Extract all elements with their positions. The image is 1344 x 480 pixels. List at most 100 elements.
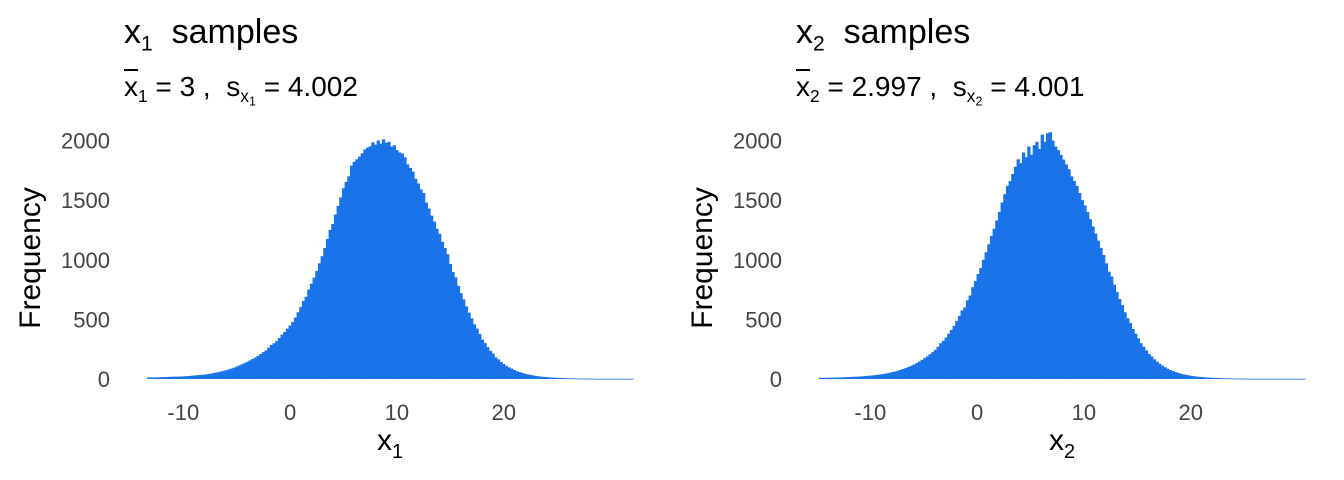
x-tick-label: -10 bbox=[854, 400, 886, 425]
histogram-bar bbox=[832, 377, 836, 379]
histogram-bar bbox=[531, 375, 535, 379]
histogram-bar bbox=[1035, 141, 1039, 379]
histogram-bar bbox=[915, 363, 919, 379]
histogram-bar bbox=[1083, 205, 1087, 379]
histogram-bar bbox=[293, 317, 298, 379]
histogram-bar bbox=[992, 228, 996, 379]
histogram-bar bbox=[614, 378, 618, 380]
histogram-bar bbox=[1256, 378, 1261, 380]
histogram-bar bbox=[1118, 299, 1122, 379]
histogram-bar bbox=[1222, 378, 1226, 380]
histogram-bar bbox=[1243, 378, 1247, 380]
histogram-bar bbox=[520, 373, 525, 379]
histogram-bar bbox=[1000, 202, 1004, 379]
histogram-bar bbox=[891, 372, 895, 379]
y-tick-label: 1000 bbox=[733, 248, 782, 273]
histogram-bar bbox=[323, 248, 327, 379]
histogram-bar bbox=[568, 378, 573, 380]
histogram-bar bbox=[229, 368, 234, 379]
x-tick-label: 10 bbox=[1072, 400, 1096, 425]
histogram-bar bbox=[1232, 378, 1237, 380]
sd-subscript: x bbox=[240, 86, 249, 107]
histogram-bar bbox=[1123, 312, 1127, 379]
histogram-bar bbox=[1182, 374, 1186, 379]
histogram-bar bbox=[1230, 378, 1234, 380]
histogram-bar bbox=[1048, 132, 1052, 379]
histogram-bar bbox=[510, 368, 514, 379]
x-tick-label: 0 bbox=[971, 400, 983, 425]
histogram-bar bbox=[1288, 378, 1293, 380]
histogram-bar bbox=[576, 378, 581, 380]
histogram-bar bbox=[152, 377, 156, 379]
histogram-bar bbox=[181, 376, 185, 379]
histogram-bar bbox=[941, 340, 946, 379]
histogram-bar bbox=[454, 277, 458, 379]
histogram-bar bbox=[1195, 376, 1199, 379]
histogram-bar bbox=[595, 378, 599, 380]
histogram-bar bbox=[400, 153, 404, 379]
histogram-bar bbox=[592, 378, 597, 380]
histogram-bar bbox=[630, 378, 634, 380]
histogram-bar bbox=[325, 239, 330, 379]
histogram-bar bbox=[307, 289, 311, 379]
histogram-bar bbox=[1270, 378, 1274, 380]
histogram-bar bbox=[339, 197, 343, 379]
histogram-bar bbox=[355, 159, 359, 379]
histogram-bar bbox=[856, 376, 860, 379]
histogram-bar bbox=[256, 355, 260, 379]
histogram-bar bbox=[451, 272, 455, 379]
histogram-bar bbox=[504, 365, 509, 379]
histogram-bar bbox=[1062, 159, 1066, 379]
histogram-bar bbox=[387, 141, 391, 379]
histogram-bar bbox=[1134, 333, 1138, 379]
y-tick-label: 500 bbox=[745, 307, 782, 332]
histogram-bar bbox=[611, 378, 615, 380]
histogram-bar bbox=[264, 350, 268, 379]
histogram-bar bbox=[544, 377, 549, 379]
histogram-bar bbox=[528, 374, 533, 379]
chart-title: x1 samples bbox=[124, 12, 298, 54]
histogram-bar bbox=[371, 142, 375, 379]
histogram-bar bbox=[179, 376, 183, 379]
histogram-bar bbox=[392, 145, 396, 379]
y-tick-label: 1000 bbox=[61, 248, 110, 273]
histogram-bar bbox=[563, 378, 567, 379]
histogram-bar bbox=[920, 359, 924, 379]
histogram-bar bbox=[584, 378, 589, 380]
histogram-bar bbox=[608, 378, 613, 380]
histogram-bar bbox=[845, 377, 849, 379]
histogram-bar bbox=[173, 376, 177, 379]
histogram-bar bbox=[579, 378, 583, 380]
histogram-bar bbox=[379, 143, 383, 379]
histogram-bar bbox=[827, 377, 831, 379]
histogram-bar bbox=[219, 371, 223, 379]
x-tick-label: -10 bbox=[167, 400, 199, 425]
histogram-bar bbox=[245, 361, 250, 379]
title-variable: x bbox=[796, 13, 813, 51]
mean-subscript: 1 bbox=[138, 86, 148, 107]
histogram-bar bbox=[1128, 322, 1133, 379]
histogram-bar bbox=[566, 378, 570, 380]
histogram-bar bbox=[1216, 378, 1221, 379]
x-tick-label: 20 bbox=[492, 400, 516, 425]
histogram-bar bbox=[1059, 154, 1063, 379]
histogram-bar bbox=[443, 247, 447, 379]
histogram-bar bbox=[624, 378, 629, 380]
histogram-bar bbox=[1088, 219, 1092, 379]
histogram-bar bbox=[864, 376, 868, 379]
histogram-bar bbox=[515, 371, 519, 379]
histogram-bar bbox=[590, 378, 594, 380]
histogram-bar bbox=[1246, 378, 1250, 380]
mean-value: 2.997 bbox=[851, 71, 922, 102]
histogram-bar bbox=[848, 376, 852, 379]
histogram-bar bbox=[587, 378, 591, 380]
histogram-bar bbox=[1013, 166, 1018, 379]
histogram-bar bbox=[360, 153, 364, 379]
y-axis-label: Frequency bbox=[686, 187, 719, 329]
histogram-bar bbox=[253, 357, 258, 379]
histogram-bar bbox=[1203, 377, 1207, 379]
histogram-bar bbox=[1096, 240, 1100, 379]
histogram-bar bbox=[880, 374, 884, 379]
histogram-bar bbox=[944, 337, 948, 379]
histogram-bar bbox=[1262, 378, 1266, 380]
